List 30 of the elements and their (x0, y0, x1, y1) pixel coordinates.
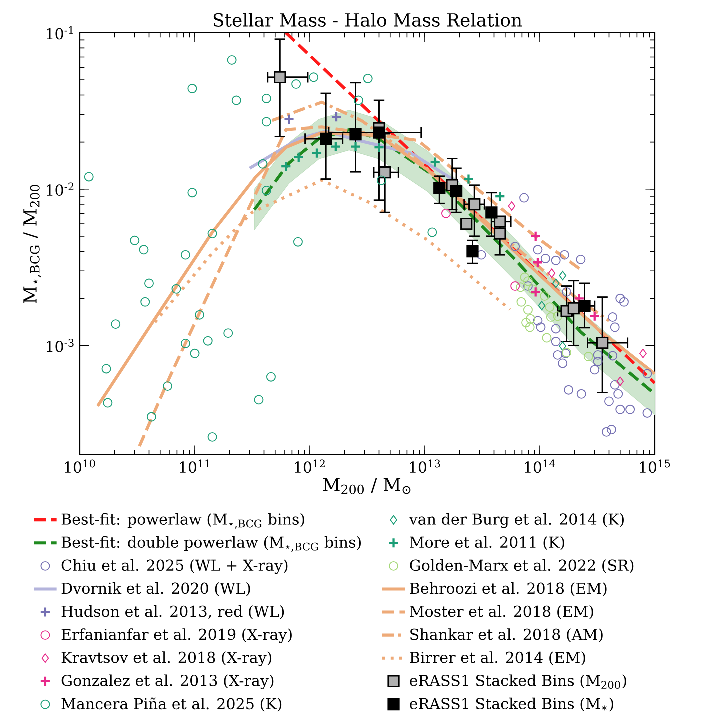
chart-title: Stellar Mass - Halo Mass Relation (214, 13, 522, 27)
legend-label: More et al. 2011 (K) (410, 536, 564, 550)
legend-label: eRASS1 Stacked Bins (M$_{200}$) (410, 674, 626, 690)
legend-label: Best-fit: double powerlaw (M$_{⋆,BCG}$ bins) (62, 536, 361, 552)
legend-label: Dvornik et al. 2020 (WL) (62, 582, 250, 596)
x-tick-label: 10$^{14}$ (525, 460, 556, 474)
legend-label: Hudson et al. 2013, red (WL) (62, 606, 284, 620)
x-tick-label: 10$^{15}$ (640, 460, 670, 474)
y-axis-title: M$_{⋆,BCG}$ / M$_{200}$ (24, 185, 42, 304)
legend-label: Shankar et al. 2018 (AM) (410, 628, 603, 642)
legend-label: Golden-Marx et al. 2022 (SR) (410, 559, 634, 574)
x-tick-label: 10$^{13}$ (410, 460, 440, 474)
y-tick-label: 10$^{-2}$ (47, 182, 74, 196)
legend-label: Chiu et al. 2025 (WL + X-ray) (62, 559, 288, 574)
legend-label: Kravtsov et al. 2018 (X-ray) (62, 652, 272, 666)
x-axis-title: M$_{200}$ / M$_{⊙}$ (323, 478, 411, 494)
legend-label: Gonzalez et al. 2013 (X-ray) (62, 674, 274, 690)
y-tick-label: 10$^{-1}$ (47, 26, 74, 40)
legend-label: Mancera Piña et al. 2025 (K) (62, 698, 282, 712)
legend-label: Behroozi et al. 2018 (EM) (410, 582, 607, 596)
legend-label: van der Burg et al. 2014 (K) (409, 513, 624, 528)
legend-label: eRASS1 Stacked Bins (M$_{∗}$) (410, 698, 614, 712)
legend-label: Best-fit: powerlaw (M$_{⋆,BCG}$ bins) (62, 513, 304, 530)
legend-label: Birrer et al. 2014 (EM) (410, 652, 586, 666)
y-tick-label: 10$^{-3}$ (47, 339, 74, 352)
legend-label: Moster et al. 2018 (EM) (410, 606, 594, 620)
legend-label: Erfanianfar et al. 2019 (X-ray) (62, 628, 292, 644)
x-tick-label: 10$^{11}$ (180, 460, 210, 474)
x-tick-label: 10$^{12}$ (295, 460, 325, 474)
x-tick-label: 10$^{10}$ (65, 460, 96, 474)
